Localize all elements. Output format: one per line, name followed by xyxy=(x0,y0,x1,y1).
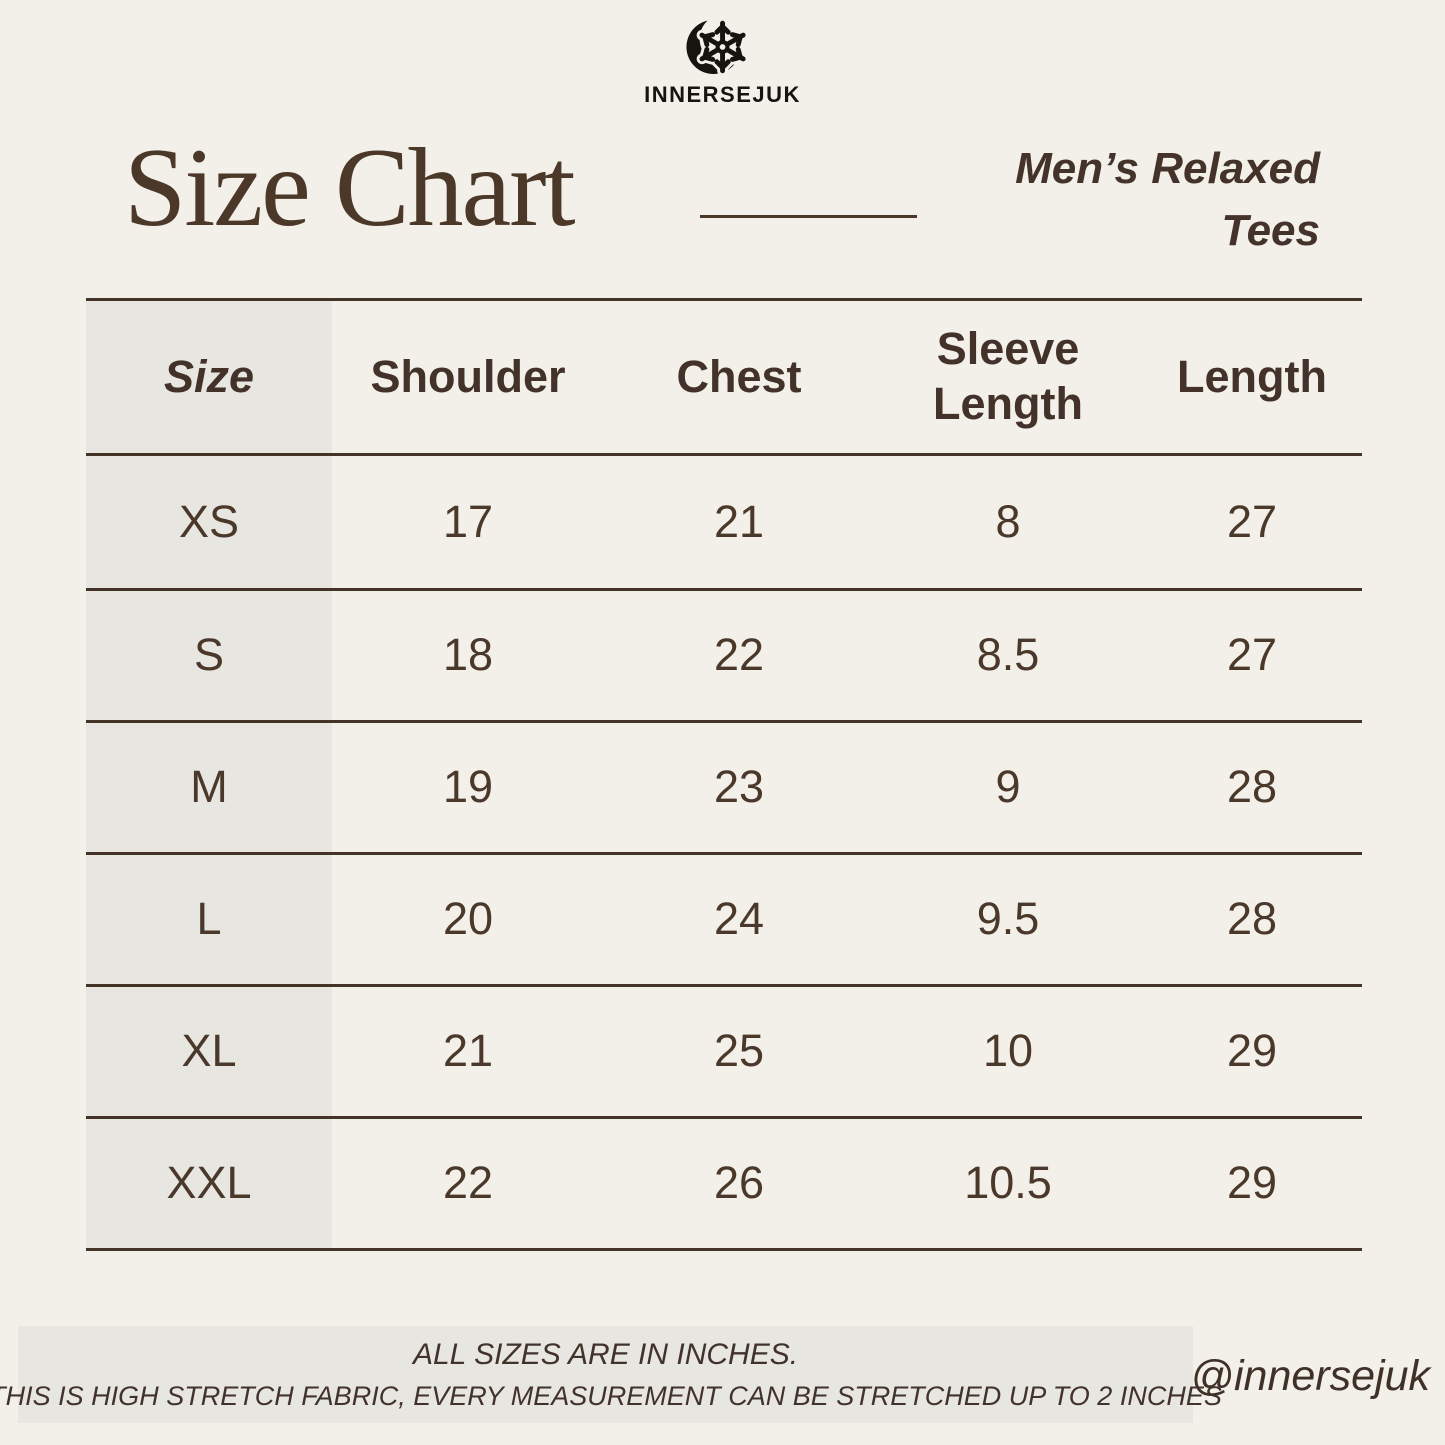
chest-value: 24 xyxy=(713,893,765,945)
column-header-chest: Chest xyxy=(676,350,802,402)
length-value: 28 xyxy=(1226,893,1278,945)
shoulder-value: 22 xyxy=(442,1157,494,1209)
size-label: XL xyxy=(86,987,332,1116)
chest-value: 22 xyxy=(713,629,765,681)
size-table: Size Shoulder Chest Sleeve Length Length… xyxy=(86,298,1362,1251)
social-handle: @innersejuk xyxy=(1190,1352,1430,1400)
shoulder-value: 19 xyxy=(442,761,494,813)
size-label: S xyxy=(86,591,332,720)
shoulder-value: 18 xyxy=(442,629,494,681)
chest-value: 21 xyxy=(713,495,765,547)
length-value: 27 xyxy=(1226,495,1278,547)
brand-logo: INNERSEJUK xyxy=(0,14,1445,108)
chest-value: 23 xyxy=(713,761,765,813)
length-value: 29 xyxy=(1226,1157,1278,1209)
sleeve-length-value: 8 xyxy=(995,495,1021,547)
sleeve-length-value: 10 xyxy=(982,1025,1034,1077)
product-title: Men’s Relaxed Tees xyxy=(1015,144,1320,256)
chest-value: 26 xyxy=(713,1157,765,1209)
crescent-snowflake-icon xyxy=(685,14,766,80)
sleeve-length-value: 9 xyxy=(995,761,1021,813)
length-value: 28 xyxy=(1226,761,1278,813)
size-label: L xyxy=(86,855,332,984)
table-row-m: M 19 23 9 28 xyxy=(86,720,1362,852)
table-row-s: S 18 22 8.5 27 xyxy=(86,588,1362,720)
brand-wordmark: INNERSEJUK xyxy=(644,82,801,107)
table-row-xl: XL 21 25 10 29 xyxy=(86,984,1362,1116)
title-divider-line xyxy=(700,215,917,218)
footer-note-panel: ALL SIZES ARE IN INCHES. THIS IS HIGH ST… xyxy=(0,1326,1222,1423)
shoulder-value: 21 xyxy=(442,1025,494,1077)
chest-value: 25 xyxy=(713,1025,765,1077)
column-header-length: Length xyxy=(1177,350,1327,402)
table-row-xs: XS 17 21 8 27 xyxy=(86,456,1362,588)
table-row-l: L 20 24 9.5 28 xyxy=(86,852,1362,984)
length-value: 29 xyxy=(1226,1025,1278,1077)
page-title: Size Chart xyxy=(124,126,576,250)
shoulder-value: 20 xyxy=(442,893,494,945)
shoulder-value: 17 xyxy=(442,495,494,547)
sleeve-length-value: 10.5 xyxy=(964,1157,1052,1209)
sleeve-length-value: 9.5 xyxy=(976,893,1040,945)
column-header-size: Size xyxy=(86,301,332,453)
size-label: M xyxy=(86,723,332,852)
stretch-note: THIS IS HIGH STRETCH FABRIC, EVERY MEASU… xyxy=(0,1380,1222,1411)
table-row-xxl: XXL 22 26 10.5 29 xyxy=(86,1116,1362,1248)
column-header-sleeve-length: Sleeve Length xyxy=(933,323,1083,429)
column-header-shoulder: Shoulder xyxy=(370,350,566,402)
table-header-row: Size Shoulder Chest Sleeve Length Length xyxy=(86,301,1362,456)
size-label: XS xyxy=(86,456,332,588)
length-value: 27 xyxy=(1226,629,1278,681)
size-label: XXL xyxy=(86,1119,332,1248)
units-note: ALL SIZES ARE IN INCHES. xyxy=(412,1337,799,1371)
sleeve-length-value: 8.5 xyxy=(976,629,1040,681)
